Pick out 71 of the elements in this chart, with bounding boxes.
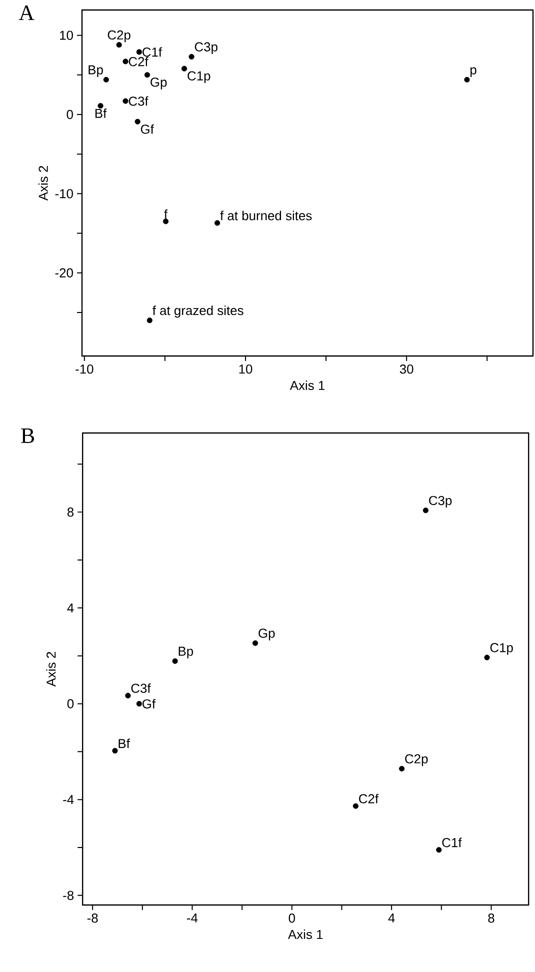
annotation: p xyxy=(470,67,476,77)
annotation: f at grazed sites xyxy=(152,306,244,318)
annotation: f xyxy=(164,209,168,219)
annotation: Bp xyxy=(178,646,194,658)
annotation: C2p xyxy=(108,30,130,42)
annotation: Gf xyxy=(142,698,156,708)
annotation: Bp xyxy=(88,65,103,77)
point xyxy=(98,102,104,109)
x-axis-title: Axis 1 xyxy=(288,930,323,940)
point xyxy=(398,766,405,772)
point xyxy=(214,220,220,226)
point xyxy=(134,118,140,124)
annotation: C3f xyxy=(128,96,148,106)
point xyxy=(252,640,258,646)
x-tick-label: -8 xyxy=(87,914,98,923)
annotation: C2f xyxy=(128,56,148,66)
point xyxy=(188,54,194,60)
point xyxy=(352,803,358,809)
annotation: C1p xyxy=(490,643,513,655)
annotation: C1p xyxy=(188,71,210,84)
y-tick-label: 8 xyxy=(67,507,74,517)
point xyxy=(116,42,122,48)
x-tick-label: -4 xyxy=(187,914,198,922)
point xyxy=(162,218,169,224)
point xyxy=(112,748,118,754)
annotation: Bf xyxy=(118,738,130,748)
x-axis-title: Axis 1 xyxy=(290,380,324,390)
y-tick-label: -10 xyxy=(55,189,73,198)
y-tick-label: -20 xyxy=(55,268,73,278)
point xyxy=(144,72,150,78)
chart-title: A xyxy=(18,6,34,20)
annotation: f at burned sites xyxy=(220,210,312,220)
y-axis-title: Axis 2 xyxy=(38,166,48,201)
annotation: C2p xyxy=(405,754,428,766)
point xyxy=(103,76,109,82)
point xyxy=(422,508,428,514)
x-tick-label: -10 xyxy=(76,364,94,374)
y-tick-label: 10 xyxy=(60,30,73,40)
y-tick-label: -4 xyxy=(63,795,74,804)
annotation: Gp xyxy=(150,78,167,90)
chart-title: B xyxy=(21,428,34,443)
point xyxy=(122,58,128,64)
y-tick-label: 0 xyxy=(66,110,73,120)
x-tick-label: 10 xyxy=(239,364,252,374)
annotation: Bf xyxy=(95,108,107,118)
point xyxy=(122,98,128,104)
point xyxy=(136,49,142,55)
y-tick-label: 4 xyxy=(67,603,74,612)
annotation: C2f xyxy=(359,794,379,804)
annotation: C1f xyxy=(442,838,462,848)
x-tick-label: 0 xyxy=(288,914,295,923)
y-tick-label: 0 xyxy=(67,699,74,708)
annotation: Gf xyxy=(140,124,154,134)
point xyxy=(125,692,131,698)
annotation: C3p xyxy=(194,42,218,54)
y-axis-title: Axis 2 xyxy=(46,652,56,687)
x-tick-label: 4 xyxy=(388,914,395,922)
annotation: Gp xyxy=(258,628,275,640)
x-tick-label: 30 xyxy=(400,364,414,374)
point xyxy=(181,66,188,72)
y-tick-label: -8 xyxy=(63,890,74,900)
point xyxy=(484,654,490,660)
point xyxy=(436,847,442,853)
annotation: C3p xyxy=(429,496,452,508)
point xyxy=(146,318,152,324)
point xyxy=(136,700,142,707)
point xyxy=(172,658,178,664)
annotation: C1f xyxy=(142,47,162,57)
x-tick-label: 8 xyxy=(488,914,494,923)
annotation: C3f xyxy=(131,683,151,693)
point xyxy=(464,76,470,82)
